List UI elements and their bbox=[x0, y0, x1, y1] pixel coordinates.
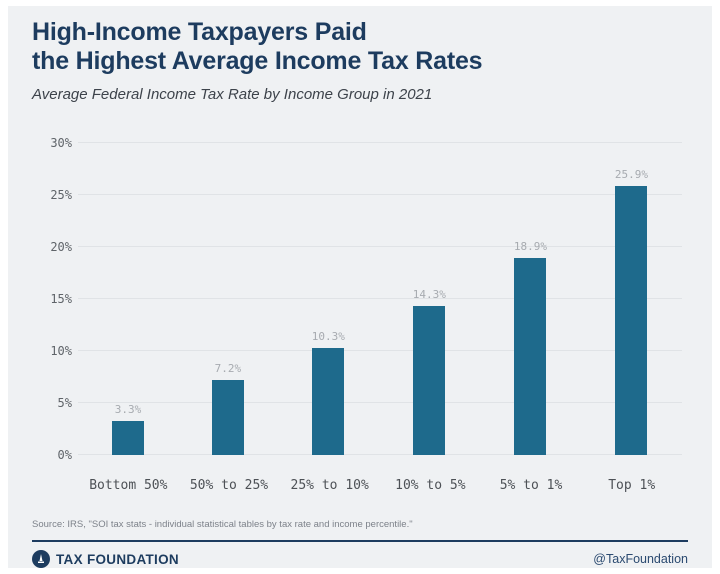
chart-subtitle: Average Federal Income Tax Rate by Incom… bbox=[32, 86, 433, 103]
y-axis: 0% 5% 10% 15% 20% 25% 30% bbox=[32, 117, 78, 462]
bar-group: 18.9% bbox=[514, 240, 547, 455]
bar-value-label: 14.3% bbox=[412, 288, 446, 302]
bar-value-label: 3.3% bbox=[114, 402, 142, 416]
gridline bbox=[78, 298, 682, 299]
bar bbox=[312, 347, 345, 455]
bar-value-label: 25.9% bbox=[614, 167, 648, 181]
gridline bbox=[78, 454, 682, 455]
y-tick-label: 10% bbox=[50, 344, 72, 358]
bar-group: 7.2% bbox=[211, 362, 244, 455]
title-line-1: High-Income Taxpayers Paid bbox=[32, 18, 367, 46]
bars: 3.3% 7.2% 10.3% 14.3% 18.9% 25.9% bbox=[78, 117, 682, 455]
x-axis-row: Bottom 50% 50% to 25% 25% to 10% 10% to 5% 5… bbox=[32, 469, 688, 493]
page-title: High-Income Taxpayers Paid the Highest A… bbox=[32, 18, 688, 76]
gridline bbox=[78, 194, 682, 195]
bar-group: 25.9% bbox=[615, 168, 648, 455]
source-note: Source: IRS, "SOI tax stats - individual… bbox=[32, 519, 413, 530]
bar bbox=[615, 185, 648, 455]
x-tick-label: 5% to 1% bbox=[499, 478, 563, 493]
monument-icon bbox=[38, 554, 44, 563]
x-tick-label: Bottom 50% bbox=[89, 478, 168, 493]
bar-group: 10.3% bbox=[312, 330, 345, 455]
twitter-handle-link[interactable]: @TaxFoundation bbox=[593, 552, 688, 566]
brand-logo: TAX FOUNDATION bbox=[32, 550, 179, 568]
bar-chart: 0% 5% 10% 15% 20% 25% 30% 3.3% 7.2% 10.3% 14.3% 18… bbox=[32, 117, 688, 462]
x-tick-label: Top 1% bbox=[608, 478, 656, 493]
bar-group: 3.3% bbox=[111, 402, 144, 455]
bar bbox=[211, 380, 244, 455]
x-axis: Bottom 50% 50% to 25% 25% to 10% 10% to 5% 5… bbox=[78, 478, 682, 493]
x-tick-label: 50% to 25% bbox=[189, 478, 269, 493]
bar-value-label: 7.2% bbox=[214, 362, 242, 376]
gridline bbox=[78, 246, 682, 247]
bar-value-label: 18.9% bbox=[513, 240, 547, 254]
bar bbox=[413, 306, 446, 455]
y-tick-label: 15% bbox=[50, 292, 72, 306]
title-line-2: the Highest Average Income Tax Rates bbox=[32, 47, 483, 75]
tax-foundation-logo-icon bbox=[32, 550, 50, 568]
y-tick-label: 30% bbox=[50, 136, 72, 150]
bar bbox=[111, 420, 144, 455]
bar-group: 14.3% bbox=[413, 288, 446, 455]
x-tick-label: 25% to 10% bbox=[290, 478, 369, 493]
gridline bbox=[78, 142, 682, 143]
y-tick-label: 25% bbox=[50, 188, 72, 202]
y-tick-label: 5% bbox=[57, 396, 72, 410]
x-tick-label: 10% to 5% bbox=[395, 478, 466, 493]
gridline bbox=[78, 402, 682, 403]
footer-bar: TAX FOUNDATION @TaxFoundation bbox=[32, 550, 688, 568]
y-tick-label: 0% bbox=[57, 448, 72, 462]
plot-area: 3.3% 7.2% 10.3% 14.3% 18.9% 25.9% bbox=[78, 117, 682, 455]
brand-name: TAX FOUNDATION bbox=[56, 551, 179, 567]
y-tick-label: 20% bbox=[50, 240, 72, 254]
footer-divider bbox=[32, 540, 688, 542]
bar-value-label: 10.3% bbox=[311, 329, 345, 343]
infographic-card: High-Income Taxpayers Paid the Highest A… bbox=[8, 6, 712, 568]
bar bbox=[514, 258, 547, 455]
gridline bbox=[78, 350, 682, 351]
